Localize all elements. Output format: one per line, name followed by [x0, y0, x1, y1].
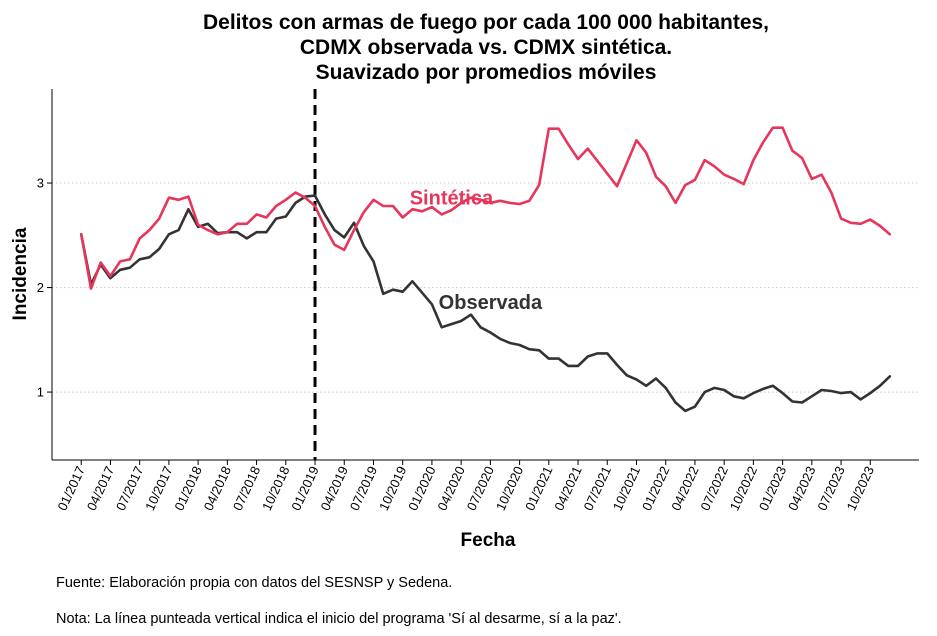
axes	[47, 89, 919, 465]
chart-title-line-3: Suavizado por promedios móviles	[316, 61, 657, 84]
x-tick-label-2019-07: 07/2019	[347, 464, 380, 513]
x-tick-label-2017-04: 04/2017	[84, 464, 117, 513]
x-tick-label-2023-10: 10/2023	[844, 464, 877, 513]
x-tick-label-2017-07: 07/2017	[113, 464, 146, 513]
chart-title-line-2: CDMX observada vs. CDMX sintética.	[300, 36, 672, 59]
series-line-sint-tica	[79, 126, 892, 290]
x-tick-label-2020-07: 07/2020	[464, 464, 497, 513]
y-tick-label-2: 2	[37, 280, 44, 295]
series-label-observada: Observada	[439, 292, 543, 314]
y-tick-label-1: 1	[37, 385, 44, 400]
x-tick-label-2019-04: 04/2019	[318, 464, 351, 513]
x-tick-label-2018-10: 10/2018	[259, 464, 292, 513]
x-tick-label-2017-10: 10/2017	[142, 464, 175, 513]
x-tick-label-2018-01: 01/2018	[171, 464, 204, 513]
x-tick-label-2021-10: 10/2021	[610, 464, 643, 513]
x-tick-label-2022-01: 01/2022	[639, 464, 672, 513]
note-caption: Nota: La línea punteada vertical indica …	[56, 611, 622, 627]
x-tick-label-2023-01: 01/2023	[756, 464, 789, 513]
x-tick-label-2021-01: 01/2021	[522, 464, 555, 513]
y-axis-title: Incidencia	[10, 227, 31, 320]
x-tick-label-2022-10: 10/2022	[727, 464, 760, 513]
x-tick-label-2021-04: 04/2021	[551, 464, 584, 513]
x-tick-label-2020-10: 10/2020	[493, 464, 526, 513]
x-tick-label-2023-07: 07/2023	[814, 464, 847, 513]
y-tick-label-3: 3	[37, 176, 44, 191]
x-tick-label-2020-04: 04/2020	[434, 464, 467, 513]
x-tick-label-2020-01: 01/2020	[405, 464, 438, 513]
x-tick-label-2023-04: 04/2023	[785, 464, 818, 513]
x-tick-label-2018-07: 07/2018	[230, 464, 263, 513]
tick-labels: 12301/201704/201707/201710/201701/201804…	[37, 176, 877, 513]
source-caption: Fuente: Elaboración propia con datos del…	[56, 575, 452, 591]
gridlines	[52, 182, 919, 393]
x-axis-title: Fecha	[461, 530, 516, 551]
x-tick-label-2017-01: 01/2017	[54, 464, 87, 513]
x-tick-label-2019-10: 10/2019	[376, 464, 409, 513]
series-label-sint-tica: Sintética	[410, 188, 494, 210]
x-tick-label-2018-04: 04/2018	[201, 464, 234, 513]
series-annotations: Sintética Observada	[410, 188, 543, 315]
x-tick-label-2022-07: 07/2022	[697, 464, 730, 513]
x-tick-label-2021-07: 07/2021	[581, 464, 614, 513]
series-line-observada	[79, 194, 892, 413]
x-tick-label-2019-01: 01/2019	[288, 464, 321, 513]
chart-title-line-1: Delitos con armas de fuego por cada 100 …	[203, 11, 769, 34]
series-lines	[79, 126, 892, 413]
x-tick-label-2022-04: 04/2022	[668, 464, 701, 513]
